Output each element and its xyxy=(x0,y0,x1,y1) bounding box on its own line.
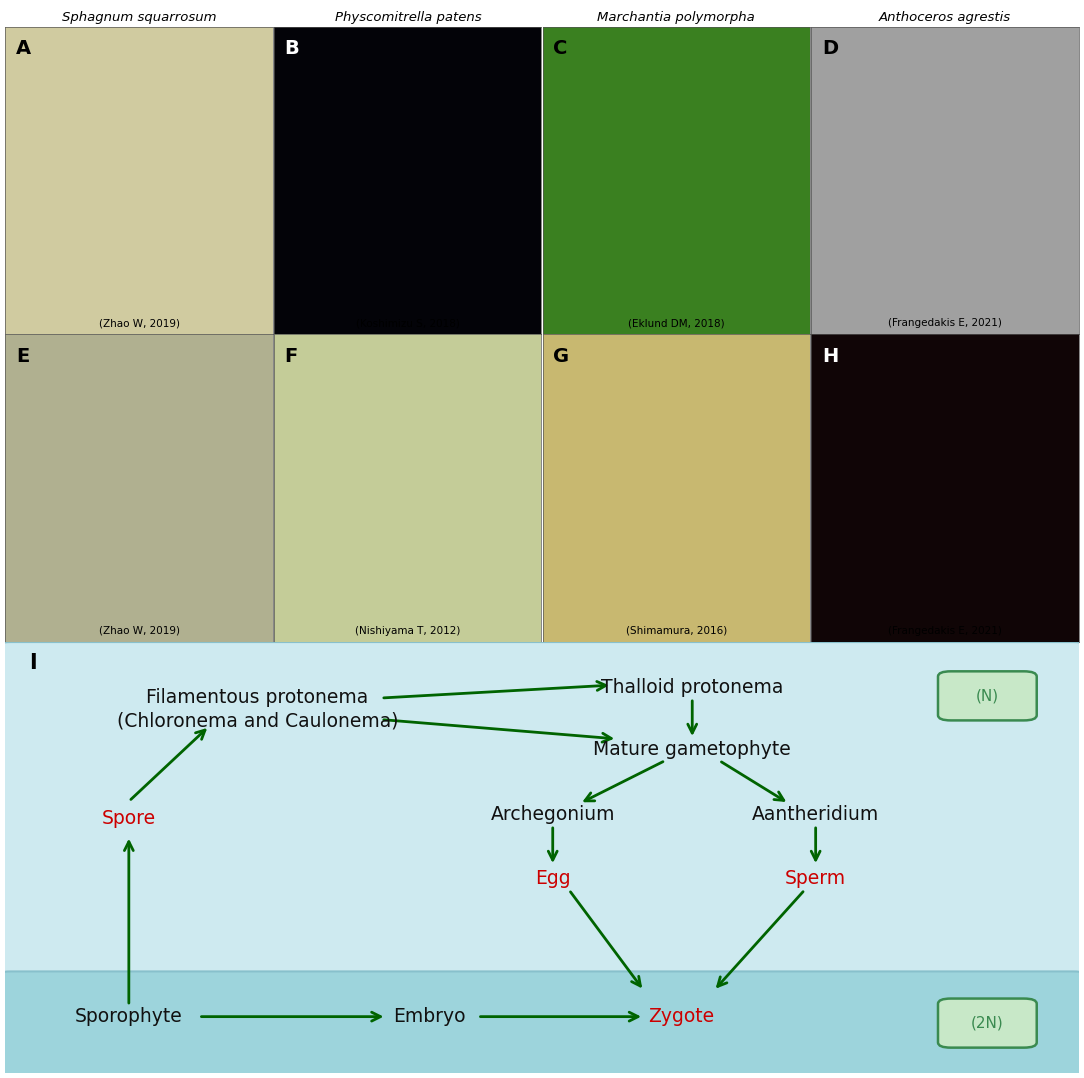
Text: (Eklund DM, 2018): (Eklund DM, 2018) xyxy=(628,318,724,329)
Text: Physcomitrella patens: Physcomitrella patens xyxy=(335,11,481,24)
Text: Sphagnum squarrosum: Sphagnum squarrosum xyxy=(62,11,217,24)
FancyArrowPatch shape xyxy=(549,828,557,860)
Text: Anthoceros agrestis: Anthoceros agrestis xyxy=(878,11,1010,24)
Text: (N): (N) xyxy=(976,689,999,703)
Text: Marchantia polymorpha: Marchantia polymorpha xyxy=(597,11,756,24)
FancyArrowPatch shape xyxy=(687,701,697,733)
Text: (Zhao W, 2019): (Zhao W, 2019) xyxy=(99,626,180,636)
Text: A: A xyxy=(16,39,31,58)
Text: Archegonium: Archegonium xyxy=(490,805,615,824)
Text: Egg: Egg xyxy=(534,869,570,888)
Text: Filamentous protonema
(Chloronema and Caulonema): Filamentous protonema (Chloronema and Ca… xyxy=(117,688,398,730)
Text: Embryo: Embryo xyxy=(393,1007,465,1026)
FancyArrowPatch shape xyxy=(131,730,205,800)
FancyArrowPatch shape xyxy=(722,762,784,801)
FancyArrowPatch shape xyxy=(718,892,803,986)
FancyBboxPatch shape xyxy=(0,642,1084,997)
Text: (2N): (2N) xyxy=(971,1015,1004,1031)
Text: I: I xyxy=(29,653,37,673)
Text: (Zhao W, 2019): (Zhao W, 2019) xyxy=(99,318,180,329)
Text: Mature gametophyte: Mature gametophyte xyxy=(593,741,791,759)
Text: F: F xyxy=(285,347,298,365)
Text: G: G xyxy=(553,347,569,365)
Text: B: B xyxy=(285,39,299,58)
Text: Sporophyte: Sporophyte xyxy=(75,1007,183,1026)
Text: Zygote: Zygote xyxy=(648,1007,714,1026)
Text: D: D xyxy=(822,39,838,58)
Text: Sperm: Sperm xyxy=(785,869,847,888)
FancyArrowPatch shape xyxy=(202,1012,380,1021)
FancyBboxPatch shape xyxy=(938,672,1036,720)
FancyArrowPatch shape xyxy=(811,828,821,860)
FancyArrowPatch shape xyxy=(570,892,641,986)
FancyArrowPatch shape xyxy=(384,681,606,697)
FancyArrowPatch shape xyxy=(125,842,133,1004)
Text: (Frangedakis E, 2021): (Frangedakis E, 2021) xyxy=(888,626,1002,636)
Text: H: H xyxy=(822,347,838,365)
Text: Spore: Spore xyxy=(102,810,156,828)
FancyArrowPatch shape xyxy=(480,1012,638,1021)
Text: (Frangedakis E, 2021): (Frangedakis E, 2021) xyxy=(888,318,1002,329)
Text: (Shimamura, 2016): (Shimamura, 2016) xyxy=(625,626,727,636)
FancyBboxPatch shape xyxy=(938,998,1036,1048)
FancyArrowPatch shape xyxy=(584,762,663,801)
Text: Aantheridium: Aantheridium xyxy=(752,805,879,824)
Text: Thalloid protonema: Thalloid protonema xyxy=(601,678,784,696)
Text: E: E xyxy=(16,347,29,365)
Text: (Nishiyama T, 2012): (Nishiyama T, 2012) xyxy=(354,626,461,636)
FancyArrowPatch shape xyxy=(384,720,611,742)
FancyBboxPatch shape xyxy=(0,971,1084,1077)
Text: C: C xyxy=(553,39,568,58)
Text: (Koshimizu S, 2018): (Koshimizu S, 2018) xyxy=(356,318,460,329)
